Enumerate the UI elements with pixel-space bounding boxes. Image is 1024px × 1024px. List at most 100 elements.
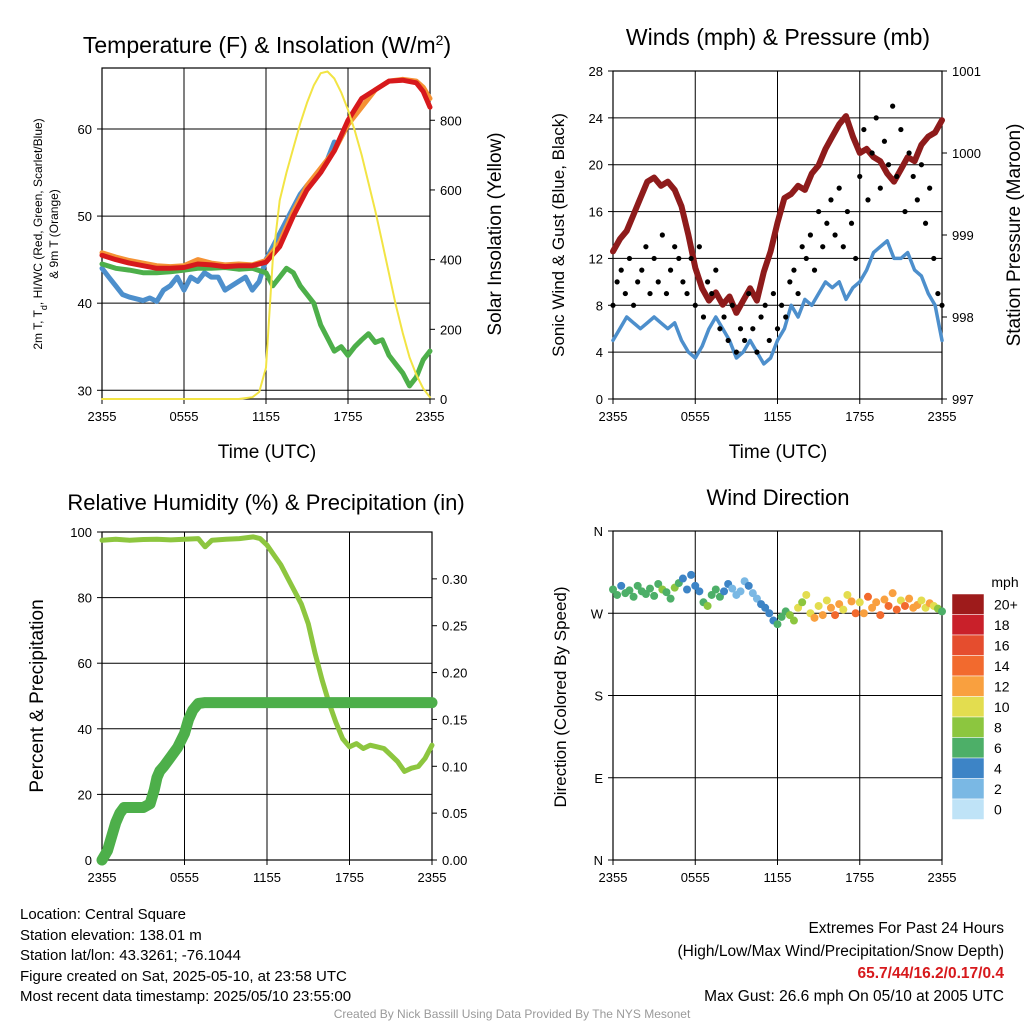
gust-point [676, 255, 682, 262]
series-line [99, 139, 337, 304]
direction-point [814, 601, 823, 610]
y-tick-label: 28 [589, 64, 603, 79]
x-tick-label: 1755 [335, 870, 364, 885]
y-tick-label: S [594, 689, 603, 704]
legend-label: 10 [994, 699, 1010, 715]
gust-point [848, 220, 855, 226]
x-tick-label: 1755 [845, 409, 874, 424]
y2-tick-label: 200 [440, 322, 462, 337]
y-tick-label: 8 [596, 298, 603, 313]
y-tick-label: 60 [78, 122, 92, 137]
gust-point [811, 267, 818, 273]
legend-label: 0 [994, 801, 1002, 817]
direction-point [868, 603, 877, 612]
direction-point [884, 601, 893, 610]
gust-point [713, 267, 719, 273]
y2-tick-label: 998 [952, 310, 974, 325]
temperature-panel-ylabel-line2: & 9m T (Orange) [47, 189, 61, 279]
y-tick-label: 40 [78, 722, 92, 737]
gust-point [688, 255, 694, 262]
gust-point [791, 267, 797, 273]
gust-point [898, 126, 904, 133]
y-tick-label: N [594, 524, 603, 539]
y-tick-label: 50 [78, 209, 92, 224]
direction-point [818, 611, 827, 620]
x-tick-label: 1155 [253, 870, 281, 885]
gust-point [816, 208, 822, 215]
gust-point [750, 326, 756, 332]
direction-point [905, 594, 914, 603]
direction-point [896, 596, 905, 605]
gust-point [700, 314, 707, 320]
gust-point [890, 103, 896, 109]
y-tick-label: 100 [70, 525, 92, 540]
temperature-panel-ylabel-right: Solar Insolation (Yellow) [485, 132, 506, 335]
gust-point [914, 197, 920, 203]
gust-point [865, 197, 871, 203]
x-tick-label: 1755 [334, 409, 363, 424]
gust-point [844, 208, 851, 215]
y2-tick-label: 400 [440, 253, 462, 268]
gust-point [910, 173, 916, 180]
y-tick-label: 4 [596, 345, 603, 360]
gust-point [610, 302, 616, 308]
series-line [611, 239, 944, 366]
y2-tick-label: 0.15 [442, 712, 467, 727]
gust-point [626, 255, 633, 262]
extremes-title: Extremes For Past 24 Hours [808, 920, 1004, 937]
legend-swatch [951, 716, 985, 738]
temperature-panel-xlabel: Time (UTC) [218, 442, 317, 463]
gust-point [737, 326, 744, 332]
series-line [101, 70, 431, 400]
direction-point [851, 609, 860, 618]
gust-point [725, 337, 731, 344]
direction-point [880, 595, 889, 604]
gust-point [828, 197, 834, 203]
direction-point [617, 581, 626, 590]
gust-point [857, 173, 863, 180]
y-tick-label: 80 [78, 591, 92, 606]
credit-line: Created By Nick Bassill Using Data Provi… [333, 1007, 691, 1021]
direction-point [765, 609, 774, 618]
humidity-panel-ylabel: Percent & Precipitation [27, 599, 48, 792]
direction-point [625, 586, 634, 595]
y-tick-label: 0 [596, 392, 603, 407]
humidity-panel-title: Relative Humidity (%) & Precipitation (i… [67, 490, 464, 515]
direction-point [822, 596, 831, 605]
x-tick-label: 2355 [88, 409, 117, 424]
gust-point [630, 302, 637, 308]
legend-label: 8 [994, 719, 1002, 735]
y-tick-label: 20 [78, 787, 92, 802]
y2-tick-label: 600 [440, 183, 462, 198]
gust-point [680, 279, 686, 285]
wind-direction-panel-title: Wind Direction [706, 485, 849, 510]
gust-point [635, 279, 641, 285]
gust-point [655, 279, 661, 285]
direction-point [609, 585, 617, 594]
y-tick-label: 16 [589, 205, 603, 220]
direction-point [777, 612, 786, 621]
y2-tick-label: 0.30 [442, 572, 467, 587]
direction-point [900, 601, 909, 610]
direction-point [843, 590, 852, 599]
gust-point [692, 302, 698, 308]
gust-point [840, 244, 846, 250]
gust-point [709, 290, 715, 297]
y2-tick-label: 1000 [952, 146, 981, 161]
gust-point [799, 244, 805, 250]
gust-point [869, 150, 875, 156]
legend-swatch [951, 634, 985, 656]
legend-swatch [951, 757, 985, 779]
winds-panel-xlabel: Time (UTC) [729, 442, 828, 463]
direction-point [831, 611, 840, 620]
gust-point [614, 279, 620, 285]
x-tick-label: 0555 [681, 870, 710, 885]
gust-point [885, 162, 892, 168]
gust-point [918, 162, 925, 168]
series-line [96, 697, 438, 866]
x-tick-label: 1155 [764, 870, 792, 885]
extremes-summary: Extremes For Past 24 Hours (High/Low/Max… [678, 918, 1005, 1008]
gust-point [704, 279, 711, 285]
series-line [610, 113, 945, 316]
direction-point [683, 585, 692, 594]
